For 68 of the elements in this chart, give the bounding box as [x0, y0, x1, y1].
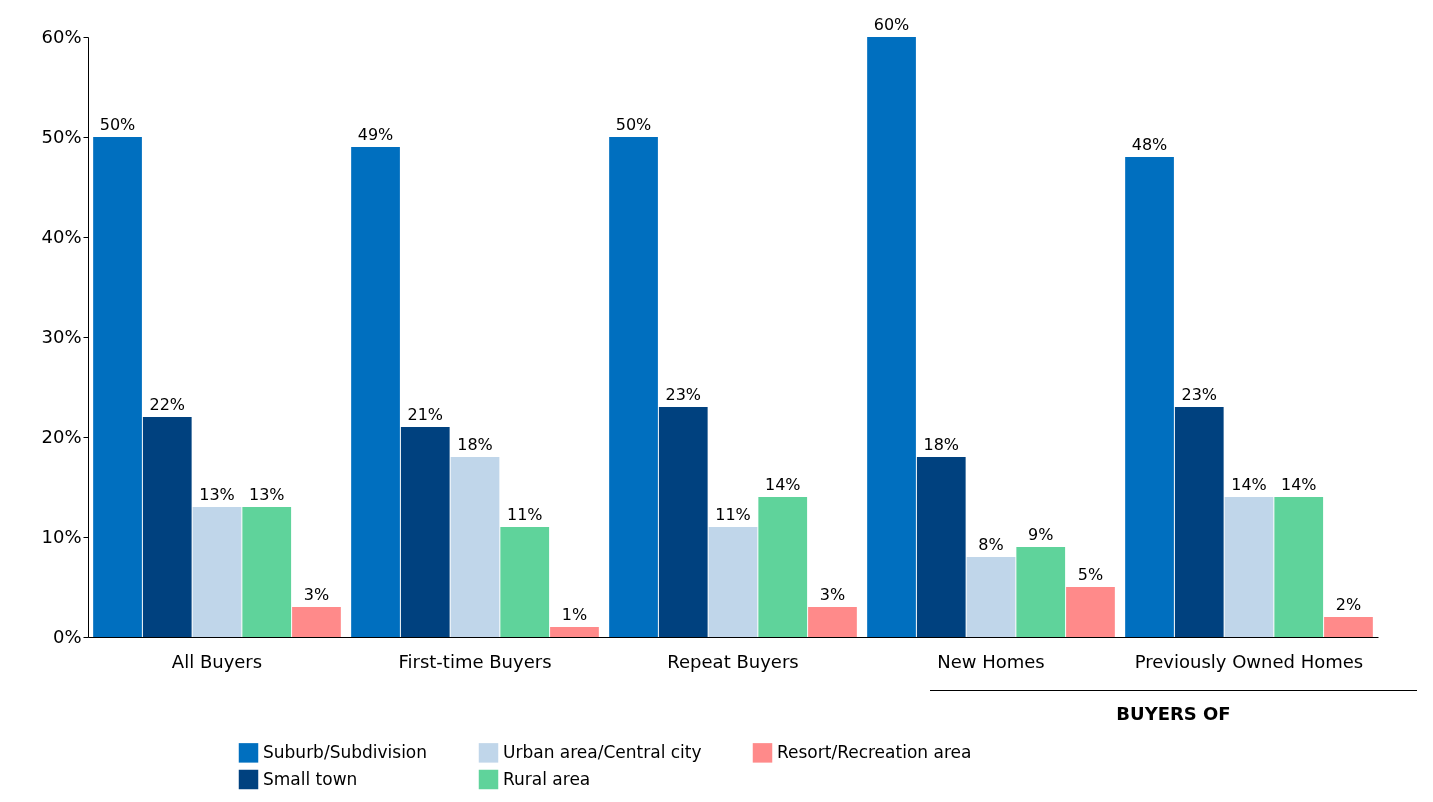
- x-tick-label: First-time Buyers: [398, 650, 552, 672]
- bar: [142, 417, 192, 637]
- x-tick-label: Repeat Buyers: [667, 650, 799, 672]
- data-label: 13%: [199, 485, 235, 504]
- y-tick-label: 10%: [41, 525, 82, 547]
- bar: [808, 607, 857, 637]
- data-label: 48%: [1131, 135, 1168, 154]
- x-tick-label: New Homes: [937, 650, 1045, 672]
- x-tick-label: Previously Owned Homes: [1134, 650, 1364, 672]
- bar: [93, 137, 142, 637]
- data-label: 13%: [248, 485, 285, 504]
- bar: [1224, 497, 1274, 637]
- legend-label: Rural area: [503, 768, 591, 789]
- bar: [867, 37, 916, 637]
- y-tick-label: 60%: [41, 25, 82, 47]
- data-label: 2%: [1335, 595, 1362, 614]
- data-label: 14%: [1231, 475, 1267, 494]
- data-label: 23%: [1181, 385, 1218, 404]
- bar: [500, 527, 550, 637]
- bar: [1066, 587, 1115, 637]
- data-label: 50%: [615, 115, 652, 134]
- y-tick-label: 0%: [52, 625, 82, 647]
- data-label: 8%: [978, 535, 1004, 554]
- data-label: 9%: [1028, 525, 1054, 544]
- y-tick-label: 30%: [41, 325, 82, 347]
- bar: [1324, 617, 1373, 637]
- bar: [966, 557, 1016, 637]
- legend-label: Resort/Recreation area: [777, 741, 972, 762]
- bar: [450, 457, 500, 637]
- y-tick-label: 50%: [41, 125, 82, 147]
- bar: [242, 507, 292, 637]
- x-tick-label: All Buyers: [171, 650, 263, 672]
- data-label: 3%: [819, 585, 846, 604]
- bar: [550, 627, 599, 637]
- data-label: 11%: [715, 505, 751, 524]
- data-label: 22%: [149, 395, 186, 414]
- bar: [400, 427, 450, 637]
- data-label: 49%: [357, 125, 394, 144]
- bar: [351, 147, 400, 637]
- bar: [1016, 547, 1066, 637]
- bar: [1125, 157, 1174, 637]
- legend-label: Suburb/Subdivision: [263, 741, 428, 762]
- bar: [916, 457, 966, 637]
- bar: [708, 527, 758, 637]
- bar: [192, 507, 242, 637]
- bar: [1274, 497, 1324, 637]
- data-label: 11%: [506, 505, 543, 524]
- bar: [758, 497, 808, 637]
- data-label: 14%: [764, 475, 801, 494]
- data-label: 1%: [561, 605, 588, 624]
- data-label: 23%: [665, 385, 702, 404]
- bar: [609, 137, 658, 637]
- text: BUYERS OF: [930, 690, 1417, 724]
- legend-label: Small town: [263, 768, 358, 789]
- bar: [1174, 407, 1224, 637]
- data-label: 3%: [303, 585, 330, 604]
- legend-label: Urban area/Central city: [503, 741, 702, 762]
- data-label: 18%: [457, 435, 493, 454]
- y-tick-label: 20%: [41, 425, 82, 447]
- data-label: 60%: [873, 15, 910, 34]
- data-label: 18%: [923, 435, 960, 454]
- y-tick-label: 40%: [41, 225, 82, 247]
- data-label: 21%: [407, 405, 444, 424]
- data-label: 50%: [99, 115, 136, 134]
- bar: [658, 407, 708, 637]
- bar: [292, 607, 341, 637]
- data-label: 5%: [1077, 565, 1104, 584]
- data-label: 14%: [1280, 475, 1317, 494]
